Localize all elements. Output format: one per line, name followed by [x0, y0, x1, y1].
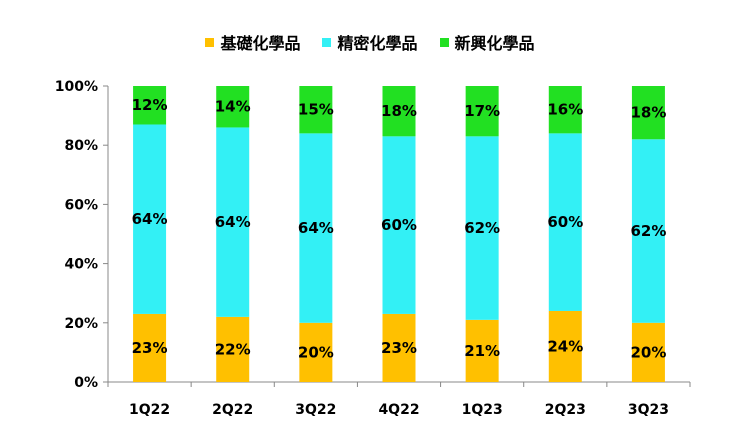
bar-segment: [465, 136, 499, 320]
legend-label-emerging-chemicals: 新興化學品: [454, 34, 535, 53]
data-label: 23%: [132, 339, 168, 357]
data-label: 21%: [464, 342, 500, 360]
y-tick-label: 80%: [64, 138, 98, 154]
bar-segment: [299, 133, 333, 323]
legend-label-fine-chemicals: 精密化學品: [337, 34, 418, 53]
y-tick-label: 100%: [55, 79, 98, 95]
bar-segment: [465, 86, 499, 137]
bar-segment: [548, 310, 582, 382]
x-tick-label: 3Q22: [295, 402, 336, 418]
bar-segment: [299, 322, 333, 382]
data-label: 62%: [464, 219, 500, 237]
bar-segment: [631, 86, 665, 140]
bar-segment: [382, 86, 416, 137]
x-tick-label: 2Q23: [545, 402, 586, 418]
data-label: 20%: [630, 343, 666, 361]
bar-segment: [216, 316, 250, 382]
data-label: 64%: [132, 210, 168, 228]
data-label: 64%: [298, 219, 334, 237]
legend-item-basic-chemicals: 基礎化學品: [205, 30, 300, 54]
data-labels: 23% 64% 12% 22% 64% 14% 20% 64% 15% 23% 60% 18% 21% 6…: [132, 96, 667, 361]
data-label: 60%: [381, 216, 417, 234]
data-label: 16%: [547, 101, 583, 119]
y-tick-label: 20%: [64, 316, 98, 332]
bar-segment: [216, 127, 250, 317]
axes: 0% 20% 40% 60% 80% 100% 1Q22 2Q22 3Q22 4Q22 1Q23 2Q…: [55, 79, 691, 418]
y-tick-label: 60%: [64, 197, 98, 213]
data-label: 64%: [215, 213, 251, 231]
legend-item-fine-chemicals: 精密化學品: [322, 30, 418, 54]
legend-swatch-fine-chemicals: [322, 37, 332, 47]
bar-segment: [382, 136, 416, 314]
legend: 基礎化學品 精密化學品 新興化學品: [0, 30, 740, 54]
data-label: 22%: [215, 340, 251, 358]
x-tick-label: 3Q23: [628, 402, 669, 418]
bar-segment: [631, 322, 665, 382]
x-tick-label: 4Q22: [378, 402, 419, 418]
bar-segment: [631, 139, 665, 323]
x-tick-label: 2Q22: [212, 402, 253, 418]
data-label: 62%: [630, 222, 666, 240]
y-tick-label: 40%: [64, 257, 98, 273]
legend-swatch-basic-chemicals: [205, 37, 215, 47]
bar-segment: [133, 313, 167, 382]
legend-item-emerging-chemicals: 新興化學品: [439, 30, 535, 54]
data-label: 20%: [298, 343, 334, 361]
data-label: 18%: [630, 104, 666, 122]
x-tick-label: 1Q23: [462, 402, 503, 418]
legend-swatch-emerging-chemicals: [439, 37, 449, 47]
bar-segment: [465, 319, 499, 382]
data-label: 24%: [547, 337, 583, 355]
bar-segment: [133, 124, 167, 314]
data-label: 23%: [381, 339, 417, 357]
bar-segment: [382, 313, 416, 382]
data-label: 60%: [547, 213, 583, 231]
bar-segment: [299, 86, 333, 134]
x-tick-label: 1Q22: [129, 402, 170, 418]
data-label: 12%: [132, 96, 168, 114]
bars: [133, 86, 665, 382]
y-tick-label: 0%: [74, 375, 98, 391]
bar-segment: [548, 133, 582, 311]
bar-segment: [133, 86, 167, 125]
legend-label-basic-chemicals: 基礎化學品: [220, 34, 301, 53]
data-label: 18%: [381, 102, 417, 120]
data-label: 17%: [464, 102, 500, 120]
bar-segment: [216, 86, 250, 128]
data-label: 15%: [298, 101, 334, 119]
bar-segment: [548, 86, 582, 134]
data-label: 14%: [215, 98, 251, 116]
